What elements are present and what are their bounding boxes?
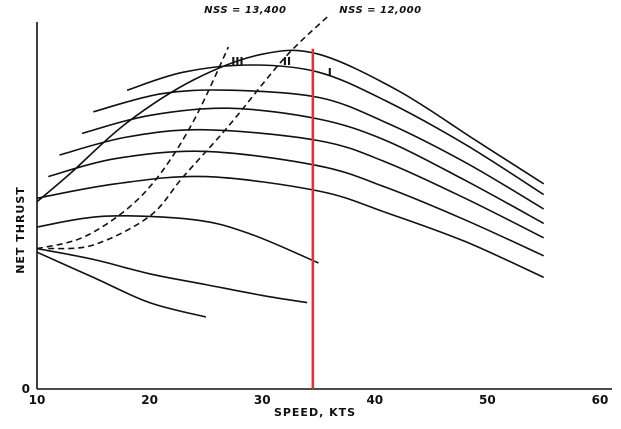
curve-region-label: III <box>231 55 243 68</box>
thrust-curve-1 <box>37 50 544 201</box>
x-tick-label: 30 <box>254 393 271 407</box>
nss-annotation: NSS = 13,400 <box>204 5 286 16</box>
x-tick-label: 40 <box>366 393 383 407</box>
y-axis-title: NET THRUST <box>14 186 27 274</box>
curve-region-label: II <box>283 55 291 68</box>
x-axis-title: SPEED, KTS <box>274 406 356 419</box>
x-tick-label: 60 <box>592 393 609 407</box>
curve-region-label: I <box>328 66 332 79</box>
thrust-curve-9 <box>37 249 307 303</box>
x-tick-label: 10 <box>29 393 46 407</box>
thrust-curve-6 <box>48 151 543 256</box>
y-tick-label: 0 <box>22 382 30 396</box>
thrust-curve-7 <box>37 176 544 277</box>
x-tick-label: 20 <box>141 393 158 407</box>
nss-annotation: NSS = 12,000 <box>339 5 421 16</box>
dashed-layer <box>37 15 330 249</box>
thrust-curve-10 <box>37 252 206 317</box>
x-tick-label: 50 <box>479 393 496 407</box>
ticks-layer: 10 20 30 40 50 60 0 <box>22 382 609 407</box>
curves-layer <box>37 50 544 317</box>
